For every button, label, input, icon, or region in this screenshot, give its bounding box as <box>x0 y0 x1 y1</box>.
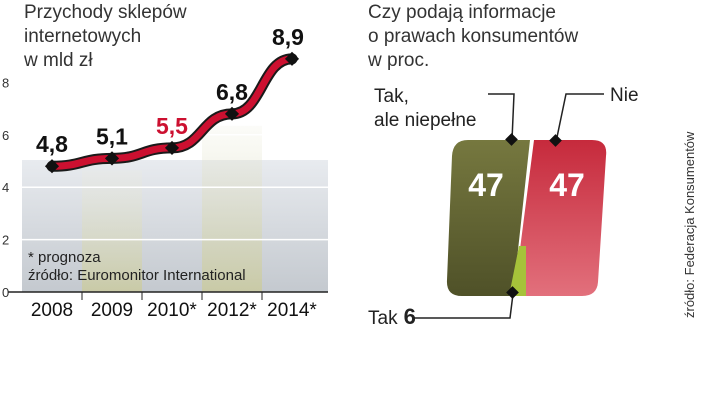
y-axis-ticks: 0 2 4 6 8 <box>2 75 9 300</box>
revenue-line-chart: 0 2 4 6 8 2008 2009 2010* 2012* 2014* 4,8 5,1 5,5 6… <box>2 2 328 321</box>
slice-value-tak-ale-niepelne: 47 <box>468 167 504 203</box>
data-label: 5,5 <box>156 113 188 139</box>
y-tick-label: 0 <box>2 285 9 300</box>
value-labels: 4,8 5,1 5,5 6,8 8,9 <box>36 24 304 157</box>
y-tick-label: 2 <box>2 233 9 248</box>
callout-line-nie <box>555 93 604 143</box>
slice-tak <box>509 246 526 296</box>
x-tick-label: 2014* <box>267 300 317 321</box>
right-title-line-3: w proc. <box>367 50 429 71</box>
year-column-bands <box>82 125 262 292</box>
consumer-rights-chart: Czy podają informacje o prawach konsumen… <box>367 2 697 329</box>
slice-value-tak: 6 <box>404 304 416 329</box>
slice-tak-ale-niepelne <box>446 140 530 296</box>
data-point <box>284 51 300 66</box>
year-column-band <box>82 170 142 292</box>
label-tak: Tak 6 <box>368 304 416 329</box>
y-tick-label: 4 <box>2 180 9 195</box>
data-label: 6,8 <box>216 79 248 105</box>
plot-background <box>22 160 328 292</box>
label-tak-line-1: Tak, <box>374 86 409 107</box>
grid-lines <box>22 81 328 241</box>
data-point <box>164 140 180 155</box>
data-label: 4,8 <box>36 131 68 157</box>
revenue-series <box>44 51 300 174</box>
y-tick-label: 6 <box>2 128 9 143</box>
right-title-line-1: Czy podają informacje <box>368 2 556 23</box>
data-label: 8,9 <box>272 24 304 50</box>
x-tick-label: 2012* <box>207 300 257 321</box>
x-tick-label: 2008 <box>31 300 73 321</box>
year-column-band <box>202 125 262 292</box>
label-tak-line-2: ale niepełne <box>374 110 476 131</box>
data-label: 5,1 <box>96 123 128 149</box>
callout-line-tak <box>412 293 514 319</box>
chart-title-line-2: internetowych <box>24 26 141 47</box>
x-axis-ticks: 2008 2009 2010* 2012* 2014* <box>31 292 317 321</box>
slice-value-nie: 47 <box>549 167 585 203</box>
label-nie: Nie <box>610 85 639 106</box>
x-tick-label: 2010* <box>147 300 197 321</box>
slice-nie <box>514 140 607 296</box>
chart-title-line-1: Przychody sklepów <box>24 2 187 23</box>
x-tick-label: 2009 <box>91 300 133 321</box>
right-title-line-2: o prawach konsumentów <box>368 26 578 47</box>
chart-title-line-3: w mld zł <box>23 50 93 71</box>
source-note: źródło: Euromonitor International <box>28 267 246 284</box>
label-tak-text: Tak <box>368 308 398 329</box>
y-tick-label: 8 <box>2 75 9 90</box>
footnote: * prognoza <box>28 249 101 266</box>
right-source-note: źródło: Federacja Konsumentów <box>682 131 697 318</box>
callout-line-tak-ale-niepelne <box>488 93 515 141</box>
